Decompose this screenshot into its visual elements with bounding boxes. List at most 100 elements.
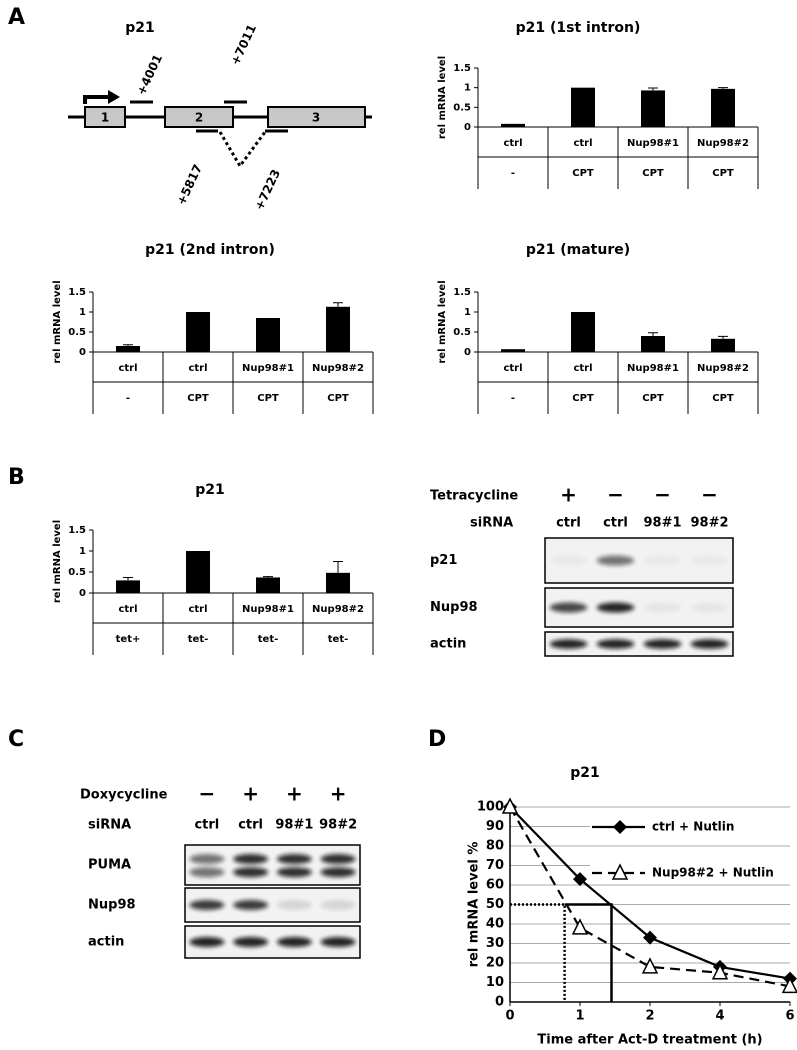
treatment-label: tet+ bbox=[116, 634, 141, 645]
marker bbox=[641, 957, 659, 974]
y-tick-label: 0.5 bbox=[453, 102, 471, 113]
chart-title: p21 bbox=[195, 482, 225, 498]
y-tick-label: 100 bbox=[477, 800, 504, 815]
y-axis-label: rel mRNA level bbox=[52, 520, 63, 603]
y-tick-label: 60 bbox=[486, 878, 504, 893]
band bbox=[549, 555, 588, 566]
bar bbox=[501, 123, 525, 127]
y-tick-label: 1 bbox=[464, 307, 471, 318]
y-tick-label: 30 bbox=[486, 936, 504, 951]
legend-bg bbox=[590, 863, 790, 883]
series-line bbox=[509, 806, 791, 988]
treatment-label: tet- bbox=[188, 634, 209, 645]
y-tick-label: 0 bbox=[79, 347, 86, 358]
treatment-label: CPT bbox=[642, 168, 664, 179]
band bbox=[189, 900, 225, 910]
category-label: ctrl bbox=[188, 363, 207, 374]
treatment-label: - bbox=[511, 393, 515, 404]
y-tick-label: 70 bbox=[486, 858, 504, 873]
error-bar bbox=[718, 335, 728, 339]
exon-label: 3 bbox=[312, 111, 320, 125]
x-tick-label: 2 bbox=[645, 1009, 654, 1024]
sirna-name: ctrl bbox=[556, 516, 581, 531]
exon-label: 1 bbox=[101, 111, 109, 125]
half-life-line bbox=[564, 903, 613, 1002]
category-label: Nup98#1 bbox=[627, 363, 679, 374]
y-tick-label: 1.5 bbox=[68, 525, 86, 536]
y-tick-label: 0 bbox=[464, 347, 471, 358]
treatment-sign: + bbox=[286, 782, 303, 806]
treatment-label: CPT bbox=[187, 393, 209, 404]
legend-label: ctrl + Nutlin bbox=[652, 820, 734, 834]
primer-label: +4001 bbox=[134, 52, 165, 97]
tss-arrowhead bbox=[108, 90, 120, 104]
category-label: Nup98#2 bbox=[697, 138, 749, 149]
category-label: Nup98#1 bbox=[627, 138, 679, 149]
treatment-sign: − bbox=[198, 782, 215, 806]
error-bar bbox=[333, 302, 343, 307]
chart-title: p21 bbox=[570, 765, 600, 781]
exon bbox=[164, 106, 234, 128]
primer-label: +7223 bbox=[252, 167, 283, 212]
panel-label: B bbox=[8, 465, 25, 490]
treatment-sign: + bbox=[330, 782, 347, 806]
y-tick-label: 0.5 bbox=[68, 567, 86, 578]
band-label: actin bbox=[88, 935, 124, 950]
band bbox=[276, 900, 312, 910]
bar bbox=[186, 551, 210, 593]
bar bbox=[641, 336, 665, 352]
error-bar bbox=[333, 561, 343, 573]
treatment-sign: − bbox=[654, 483, 671, 507]
sirna-name: ctrl bbox=[603, 516, 628, 531]
y-tick-label: 0 bbox=[495, 995, 504, 1010]
band-label: Nup98 bbox=[430, 600, 478, 615]
bar bbox=[571, 87, 595, 127]
band bbox=[690, 639, 729, 649]
primer-label: +7011 bbox=[228, 22, 259, 67]
legend-bg bbox=[590, 817, 790, 837]
category-label: Nup98#1 bbox=[242, 363, 294, 374]
band bbox=[276, 937, 312, 947]
y-tick-label: 1 bbox=[79, 546, 86, 557]
treatment-label: CPT bbox=[712, 168, 734, 179]
bar bbox=[256, 577, 280, 593]
sirna-name: 98#2 bbox=[319, 818, 357, 833]
y-tick-label: 1 bbox=[79, 307, 86, 318]
category-label: Nup98#2 bbox=[312, 363, 364, 374]
category-label: ctrl bbox=[503, 138, 522, 149]
band bbox=[276, 854, 312, 864]
y-tick-label: 0.5 bbox=[453, 327, 471, 338]
y-tick-label: 0 bbox=[79, 588, 86, 599]
exon bbox=[84, 106, 126, 128]
marker bbox=[571, 918, 589, 935]
panel-label: A bbox=[8, 5, 25, 30]
y-tick-label: 20 bbox=[486, 956, 504, 971]
treatment-label: - bbox=[126, 393, 130, 404]
category-label: ctrl bbox=[573, 138, 592, 149]
band-label: Nup98 bbox=[88, 898, 136, 913]
sirna-label: siRNA bbox=[88, 818, 131, 833]
error-bar bbox=[648, 332, 658, 336]
y-tick-label: 90 bbox=[486, 819, 504, 834]
gene-diagram: p21 1 2 3 +4001 +7011 +5817 +7223 bbox=[68, 20, 372, 212]
band bbox=[320, 937, 356, 947]
band bbox=[233, 854, 269, 864]
primer-label: +5817 bbox=[174, 162, 205, 207]
sirna-name: 98#2 bbox=[690, 516, 728, 531]
band bbox=[643, 639, 682, 649]
y-axis-label: rel mRNA level bbox=[437, 56, 448, 139]
y-tick-label: 80 bbox=[486, 839, 504, 854]
bar bbox=[711, 338, 735, 352]
marker bbox=[711, 963, 729, 980]
category-label: Nup98#2 bbox=[697, 363, 749, 374]
treatment-sign: + bbox=[242, 782, 259, 806]
band bbox=[643, 555, 682, 566]
band bbox=[643, 602, 682, 613]
band bbox=[690, 602, 729, 613]
treatment-label: CPT bbox=[712, 393, 734, 404]
treatment-label: CPT bbox=[642, 393, 664, 404]
treatment-label: tet- bbox=[258, 634, 279, 645]
band bbox=[320, 854, 356, 864]
diagram-title: p21 bbox=[125, 20, 155, 36]
band bbox=[549, 639, 588, 649]
